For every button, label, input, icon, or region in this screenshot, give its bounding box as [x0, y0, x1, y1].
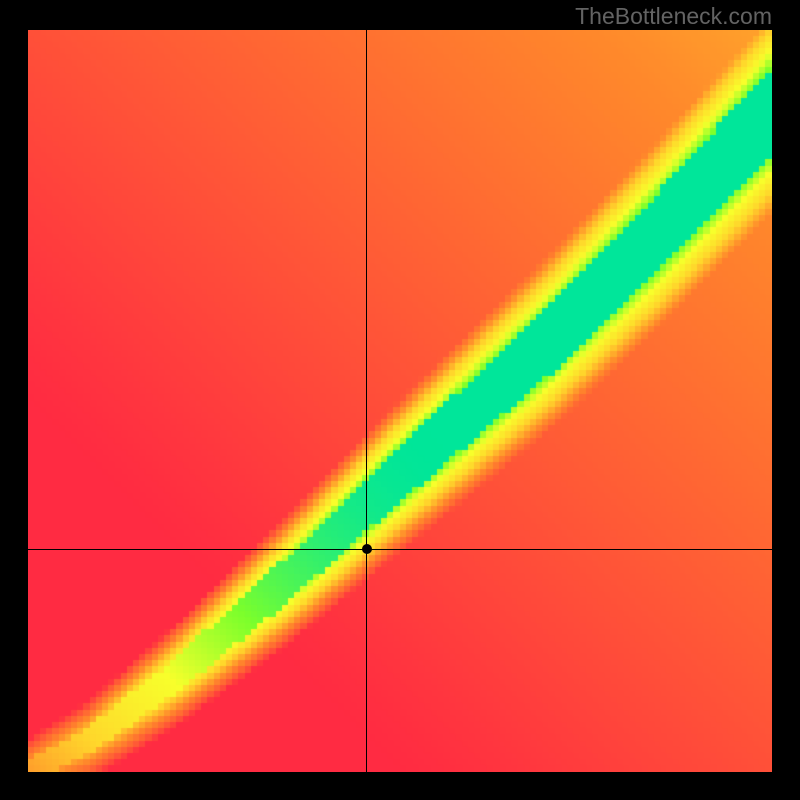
heatmap-canvas [28, 30, 772, 772]
crosshair-vertical [366, 30, 367, 772]
crosshair-horizontal [28, 549, 772, 550]
plot-area [28, 30, 772, 772]
watermark-text: TheBottleneck.com [575, 3, 772, 30]
crosshair-marker [362, 544, 372, 554]
